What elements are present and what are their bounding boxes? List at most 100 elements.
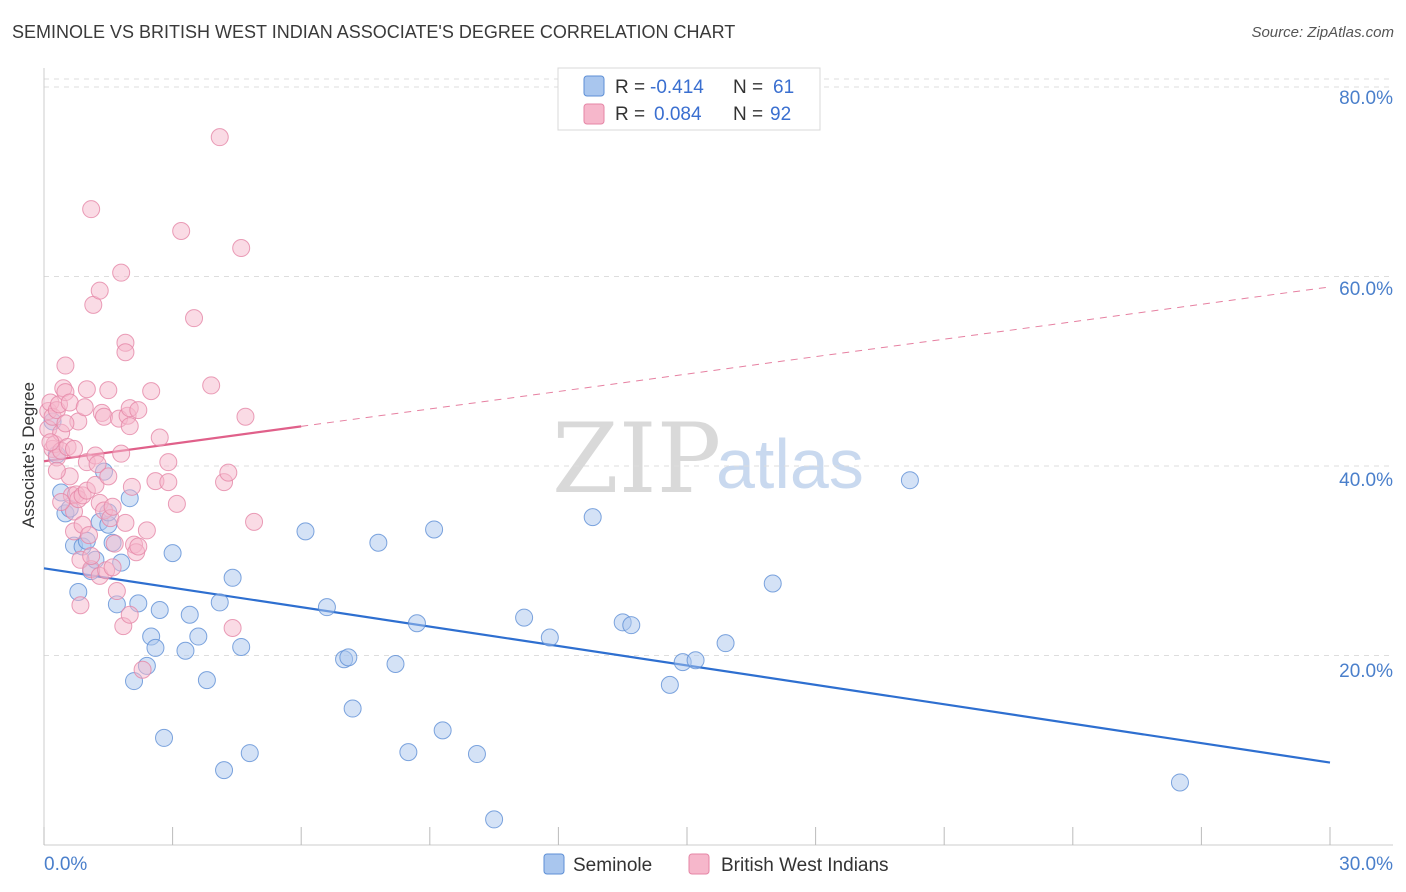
legend-r-value: 0.084 <box>654 104 702 125</box>
bwi-point <box>129 401 148 420</box>
legend-label-bwi: British West Indians <box>721 855 889 876</box>
seminole-point <box>296 522 315 541</box>
legend-label-seminole: Seminole <box>573 855 652 876</box>
bwi-point <box>167 494 186 513</box>
seminole-point <box>399 743 418 762</box>
seminole-point <box>622 616 641 635</box>
bwi-point <box>219 463 238 482</box>
legend-n-label: N = <box>733 77 763 98</box>
bwi-point <box>82 200 101 219</box>
seminole-point <box>386 655 405 674</box>
bwi-point <box>223 619 242 638</box>
bwi-point <box>159 473 178 492</box>
legend-n-label: N = <box>733 104 763 125</box>
bwi-point <box>77 380 96 399</box>
bwi-point <box>137 521 156 540</box>
bwi-point <box>112 444 131 463</box>
seminole-point <box>210 593 229 612</box>
scatter-points <box>39 128 1189 829</box>
x-tick-label: 30.0% <box>1339 854 1393 875</box>
bwi-point <box>99 467 118 486</box>
seminole-point <box>240 744 259 763</box>
legend-r-label: R = <box>615 104 645 125</box>
bwi-point <box>80 526 99 545</box>
seminole-point <box>223 568 242 587</box>
y-tick-label: 20.0% <box>1339 661 1393 682</box>
bwi-point <box>103 497 122 516</box>
bwi-point <box>82 546 101 565</box>
seminole-point <box>232 637 251 656</box>
bwi-point <box>202 376 221 395</box>
bwi-point <box>75 398 94 417</box>
bwi-point <box>71 596 90 615</box>
bwi-point <box>116 513 135 532</box>
bwi-point <box>112 263 131 282</box>
bwi-point <box>159 453 178 472</box>
bwi-point <box>47 461 66 480</box>
seminole-point <box>407 614 426 633</box>
seminole-point <box>540 628 559 647</box>
seminole-point <box>150 601 169 620</box>
bwi-point <box>122 477 141 496</box>
bwi-point <box>107 582 126 601</box>
seminole-point <box>176 641 195 660</box>
seminole-point <box>515 608 534 627</box>
bwi-point <box>105 534 124 553</box>
seminole-point <box>343 699 362 718</box>
bwi-point <box>120 417 139 436</box>
bwi-point <box>88 455 107 474</box>
bwi-point <box>56 414 75 433</box>
legend-n-value: 61 <box>773 77 794 98</box>
seminole-point <box>146 638 165 657</box>
bwi-point <box>245 512 264 531</box>
seminole-point <box>763 574 782 593</box>
bwi-point <box>142 382 161 401</box>
legend-swatch-bwi <box>688 853 710 875</box>
bwi-point <box>185 309 204 328</box>
seminole-point <box>425 520 444 539</box>
seminole-point <box>686 651 705 670</box>
bwi-point <box>60 393 79 412</box>
seminole-point <box>1170 773 1189 792</box>
x-tick-label: 0.0% <box>44 854 87 875</box>
seminole-point <box>163 544 182 563</box>
seminole-point <box>180 605 199 624</box>
bwi-point <box>86 475 105 494</box>
bwi-point <box>52 492 71 511</box>
bwi-point <box>210 128 229 147</box>
seminole-point <box>583 508 602 527</box>
bwi-point <box>236 407 255 426</box>
bwi-point <box>56 356 75 375</box>
seminole-point <box>339 648 358 667</box>
legend-swatch-bwi <box>583 103 605 125</box>
trend-lines <box>43 286 1331 764</box>
y-axis-label: Associate's Degree <box>19 382 38 528</box>
legend-r-value: -0.414 <box>650 77 704 98</box>
bwi-point <box>41 433 60 452</box>
series-legend: Seminole British West Indians <box>543 853 889 876</box>
seminole-point <box>155 728 174 747</box>
legend-n-value: 92 <box>770 104 791 125</box>
bwi-point <box>120 605 139 624</box>
watermark-zip: ZIP <box>552 403 721 515</box>
legend-swatch-seminole <box>583 75 605 97</box>
bwi-point <box>116 343 135 362</box>
y-tick-label: 80.0% <box>1339 88 1393 109</box>
bwi-point <box>172 221 191 240</box>
seminole-point <box>660 675 679 694</box>
bwi-point <box>129 537 148 556</box>
bwi-point <box>232 239 251 258</box>
chart-title: SEMINOLE VS BRITISH WEST INDIAN ASSOCIAT… <box>12 22 736 42</box>
trend-line-extension-bwi <box>301 286 1331 427</box>
axes <box>43 68 1393 846</box>
seminole-point <box>215 761 234 780</box>
seminole-point <box>433 721 452 740</box>
bwi-point <box>150 428 169 447</box>
seminole-point <box>467 745 486 764</box>
legend-r-label: R = <box>615 77 645 98</box>
source-label: Source: ZipAtlas.com <box>1251 24 1394 41</box>
seminole-point <box>485 810 504 829</box>
bwi-point <box>65 439 84 458</box>
seminole-point <box>197 671 216 690</box>
